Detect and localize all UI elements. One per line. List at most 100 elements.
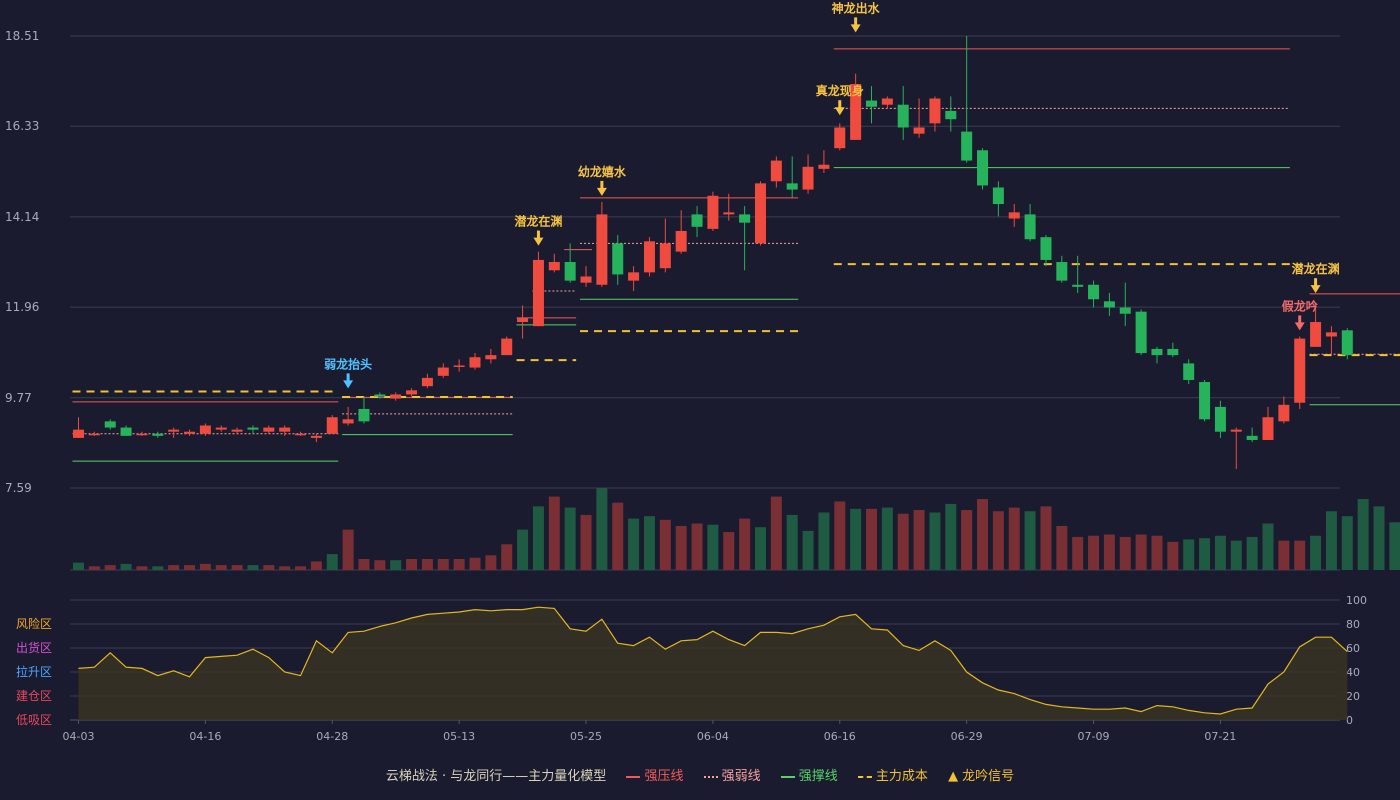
volume-bar [263,565,275,570]
legend-item-pressure[interactable]: 强压线 [626,765,683,784]
volume-bar [120,563,132,570]
candle-body [659,243,671,269]
oscillator-zone-label: 拉升区 [16,664,52,679]
candle-body [215,427,227,430]
x-tick-label: 05-13 [443,730,475,743]
volume-bar [342,529,354,570]
candle-body [1151,348,1163,356]
candle-body [295,433,307,436]
volume-bar [1167,541,1179,570]
candle-body [786,183,798,190]
candle-body [1103,301,1115,308]
volume-bar [168,565,180,570]
candle-body [310,435,322,438]
price-tick-label: 16.33 [5,119,39,133]
volume-bar [1056,525,1068,570]
candle-body [739,214,751,223]
candle-body [437,367,449,376]
volume-bar [199,563,211,570]
signal-label: 幼龙嬉水 [578,164,627,179]
oscillator-zone-label: 低吸区 [16,713,52,727]
candle-body [992,187,1004,205]
signal-arrow-stem [1314,278,1318,287]
candle-body [1088,284,1100,300]
legend-item-support[interactable]: 强撑线 [780,765,838,784]
legend-item-signal[interactable]: ▲ 龙吟信号 [948,765,1014,784]
volume-bar [1230,540,1242,570]
signal-arrow-stem [346,373,350,382]
candle-body [469,357,481,368]
x-tick-label: 04-03 [63,730,95,743]
candle-body [342,419,354,424]
candle-body [326,417,338,434]
volume-bar [643,516,655,570]
candle-body [136,433,148,436]
candle-body [628,272,640,281]
candle-body [818,164,830,169]
volume-bar [929,512,941,570]
volume-bar [184,565,196,570]
candle-body [279,427,291,432]
price-tick-label: 11.96 [5,300,39,314]
volume-bar [992,511,1004,570]
candle-body [1199,382,1211,420]
oscillator-line [78,606,1348,715]
signal-label: 潜龙在渊 [514,214,562,229]
signal-arrow-stem [536,230,540,239]
candle-body [1214,406,1226,432]
candle-body [945,110,957,120]
volume-bar [501,544,513,570]
oscillator-tick-label: 100 [1346,594,1367,607]
volume-bar [421,558,433,570]
signal-arrow-icon [1310,285,1321,294]
price-tick-label: 7.59 [5,481,32,495]
candle-body [1056,262,1068,281]
candle-body [754,183,766,244]
signal-arrow-icon [834,107,845,116]
candle-body [485,355,497,360]
volume-bar [390,560,402,570]
candle-body [961,131,973,161]
legend-item-cost[interactable]: 主力成本 [857,765,928,784]
support-swatch-icon [780,775,795,778]
volume-bar [802,530,814,570]
legend-item-weak[interactable]: 强弱线 [703,765,761,784]
oscillator-tick-label: 20 [1346,690,1360,703]
price-tick-label: 18.51 [5,29,39,43]
volume-bar [1183,539,1195,570]
candle-body [120,427,132,436]
volume-bar [1262,523,1274,570]
volume-bar [612,502,624,570]
volume-bar [596,488,608,570]
candle-body [1230,429,1242,432]
volume-bar [770,496,782,570]
oscillator-zone-label: 风险区 [16,616,52,631]
volume-bar [73,562,84,570]
x-axis: 04-03 04-16 04-28 05-13 05-25 06-04 06-16 06-29… [63,720,1236,743]
candle-body [897,104,909,128]
volume-layer [73,488,1400,570]
signal-arrow-icon [850,24,861,33]
volume-bar [437,558,449,570]
candle-body [691,214,703,227]
candle-body [913,127,925,134]
volume-bar [1373,506,1385,570]
volume-bar [104,565,116,570]
signal-arrow-icon [596,187,607,196]
candle-body [532,259,544,327]
oscillator-tick-label: 80 [1346,618,1360,631]
triangle-icon: ▲ [948,769,959,784]
volume-bar [1040,506,1052,570]
volume-bar [295,566,307,570]
price-tick-label: 14.14 [5,210,39,224]
x-tick-label: 07-21 [1204,730,1236,743]
candle-body [358,408,370,422]
volume-bar [1072,536,1084,570]
candle-body [977,150,989,186]
candle-body [580,276,592,283]
volume-bar [834,501,846,570]
volume-bar [675,525,687,570]
volume-bar [469,557,481,570]
candle-body [707,195,719,229]
volume-bar [1199,538,1211,570]
